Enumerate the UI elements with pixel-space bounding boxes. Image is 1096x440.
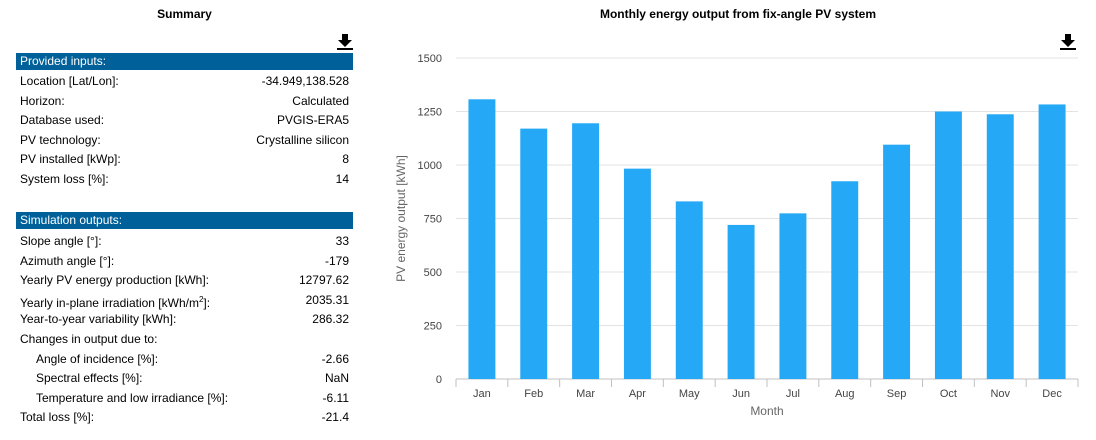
- x-tick-label: Mar: [576, 388, 595, 400]
- row-value: 14: [335, 172, 349, 186]
- x-tick-label: Nov: [990, 388, 1010, 400]
- summary-row: Yearly PV energy production [kWh]: 12797.…: [16, 270, 353, 290]
- summary-row: Spectral effects [%]: NaN: [16, 368, 353, 388]
- summary-row: PV installed [kWp]: 8: [16, 149, 353, 169]
- x-tick-label: Oct: [940, 388, 957, 400]
- y-tick-label: 1500: [418, 53, 442, 65]
- chart-title: Monthly energy output from fix-angle PV …: [599, 7, 877, 21]
- summary-row: Angle of incidence [%]: -2.66: [16, 349, 353, 369]
- row-label: Yearly in-plane irradiation [kWh/m2]:: [20, 294, 211, 310]
- row-label: Slope angle [°]:: [20, 234, 102, 248]
- row-label: PV installed [kWp]:: [20, 152, 121, 167]
- row-value: Calculated: [292, 93, 349, 108]
- row-label: Yearly PV energy production [kWh]:: [20, 273, 209, 288]
- summary-row: Azimuth angle [°]: -179: [16, 251, 353, 271]
- summary-row: PV technology: Crystalline silicon: [16, 130, 353, 150]
- y-tick-label: 0: [436, 374, 442, 386]
- summary-row: System loss [%]: 14: [16, 169, 353, 189]
- row-value: 2035.31: [305, 292, 349, 307]
- bar-apr: [623, 168, 651, 379]
- bar-dec: [1038, 104, 1066, 380]
- row-value: 12797.62: [298, 273, 349, 288]
- bar-aug: [831, 181, 859, 379]
- bar-sep: [883, 144, 911, 379]
- row-label: Temperature and low irradiance [%]:: [36, 390, 229, 405]
- y-tick-label: 1250: [418, 107, 442, 119]
- y-tick-label: 750: [424, 214, 442, 226]
- summary-download-icon[interactable]: [337, 34, 353, 50]
- monthly-energy-chart: 0 250 500 750 1000 1250 1500 Jan Feb Mar Apr May Jun…: [394, 53, 1079, 418]
- bar-may: [675, 201, 703, 379]
- x-tick-label: May: [679, 388, 700, 400]
- x-tick-label: Jun: [732, 388, 750, 400]
- row-value: -6.11: [322, 390, 349, 405]
- summary-row: Slope angle [°]: 33: [16, 231, 353, 251]
- row-label: Azimuth angle [°]:: [20, 253, 115, 268]
- row-value: NaN: [324, 371, 349, 386]
- y-tick-label: 1000: [418, 160, 442, 172]
- chart-download-icon[interactable]: [1060, 34, 1076, 50]
- x-tick-label: Dec: [1042, 388, 1062, 400]
- summary-row: Temperature and low irradiance [%]: -6.11: [16, 388, 353, 408]
- summary-title: Summary: [157, 7, 212, 21]
- provided-inputs-header: Provided inputs:: [16, 53, 353, 70]
- row-label: System loss [%]:: [20, 172, 109, 186]
- row-label: Database used:: [20, 113, 105, 128]
- summary-row: Yearly in-plane irradiation [kWh/m2]: 203…: [16, 290, 353, 310]
- chart-panel: Monthly energy output from fix-angle PV …: [380, 0, 1096, 440]
- row-value: -21.4: [321, 410, 349, 425]
- row-value: -2.66: [321, 351, 349, 366]
- x-tick-label: Jan: [473, 388, 491, 400]
- row-value: Crystalline silicon: [256, 132, 349, 147]
- row-value: PVGIS-ERA5: [276, 113, 349, 128]
- bar-mar: [572, 123, 600, 380]
- x-tick-label: Apr: [629, 388, 646, 400]
- y-axis-title: PV energy output [kWh]: [394, 155, 408, 282]
- row-value: 286.32: [312, 312, 349, 327]
- y-tick-label: 250: [424, 321, 442, 333]
- bar-jun: [727, 224, 755, 379]
- summary-row: Changes in output due to:: [16, 329, 353, 349]
- x-tick-label: Sep: [887, 388, 907, 400]
- x-tick-label: Feb: [524, 388, 543, 400]
- summary-row: Horizon: Calculated: [16, 91, 353, 111]
- row-value: -179: [324, 253, 349, 268]
- row-label: PV technology:: [20, 132, 101, 147]
- x-tick-label: Aug: [835, 388, 855, 400]
- summary-row: Database used: PVGIS-ERA5: [16, 110, 353, 130]
- y-tick-label: 500: [424, 267, 442, 279]
- row-value: 8: [342, 152, 349, 167]
- summary-row: Total loss [%]: -21.4: [16, 407, 353, 427]
- bar-feb: [520, 128, 548, 379]
- simulation-outputs-header: Simulation outputs:: [16, 212, 353, 229]
- row-label: Horizon:: [20, 93, 65, 108]
- row-label: Total loss [%]:: [20, 410, 95, 425]
- bar-jan: [468, 99, 496, 379]
- x-axis-title: Month: [750, 404, 783, 418]
- summary-row: Year-to-year variability [kWh]: 286.32: [16, 309, 353, 329]
- row-label: Location [Lat/Lon]:: [20, 74, 119, 88]
- row-label: Angle of incidence [%]:: [36, 351, 159, 366]
- bar-nov: [986, 114, 1014, 380]
- summary-row: Location [Lat/Lon]: -34.949,138.528: [16, 71, 353, 91]
- bar-oct: [934, 111, 962, 379]
- row-label: Changes in output due to:: [20, 332, 158, 346]
- x-tick-label: Jul: [786, 388, 800, 400]
- row-value: -34.949,138.528: [261, 74, 349, 88]
- bar-jul: [779, 213, 807, 379]
- row-label: Spectral effects [%]:: [36, 371, 143, 386]
- row-value: 33: [335, 234, 349, 248]
- row-label: Year-to-year variability [kWh]:: [20, 312, 177, 327]
